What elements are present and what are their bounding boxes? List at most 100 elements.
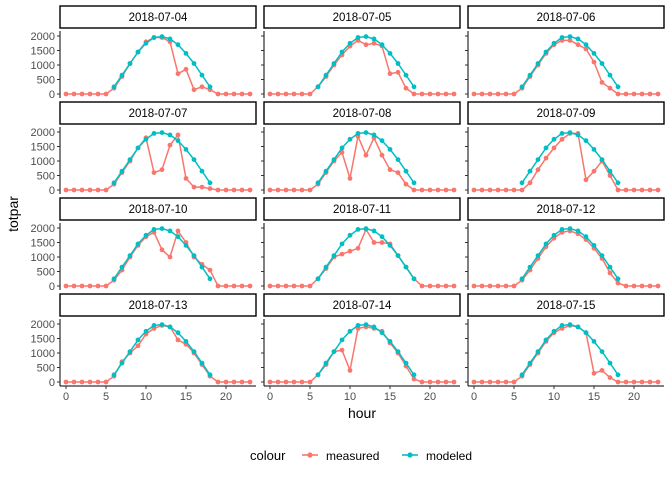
data-point-modeled: [527, 360, 533, 366]
data-point-measured: [631, 91, 637, 97]
y-tick-label: 500: [37, 75, 55, 87]
data-point-measured: [487, 283, 493, 289]
data-point-modeled: [191, 349, 197, 354]
data-point-modeled: [175, 330, 181, 336]
data-point-measured: [347, 248, 353, 254]
data-point-measured: [419, 91, 425, 97]
y-tick-label: 500: [37, 267, 55, 279]
data-point-modeled: [111, 180, 117, 186]
data-point-measured: [267, 187, 273, 193]
series-line-measured: [66, 324, 250, 383]
data-point-modeled: [567, 34, 573, 39]
data-point-measured: [479, 379, 485, 385]
facet-strip-label: 2018-07-08: [333, 108, 392, 120]
x-tick-label: 5: [511, 391, 517, 403]
data-point-measured: [199, 184, 205, 190]
series-line-modeled: [521, 131, 619, 184]
facet-strip: [263, 5, 461, 29]
data-point-modeled: [607, 168, 613, 174]
data-point-measured: [63, 187, 69, 193]
data-point-measured: [615, 91, 621, 97]
data-point-modeled: [535, 157, 541, 163]
data-point-modeled: [111, 372, 117, 378]
data-point-measured: [87, 187, 93, 193]
facet-strip-label: 2018-07-12: [537, 204, 596, 216]
data-point-measured: [451, 91, 457, 97]
data-point-modeled: [135, 337, 141, 343]
facet-strip-label: 2018-07-06: [537, 12, 596, 24]
data-point-measured: [639, 187, 645, 193]
x-tick-label: 10: [548, 391, 560, 403]
data-point-measured: [95, 187, 101, 193]
data-point-measured: [215, 379, 221, 385]
data-point-modeled: [323, 264, 329, 270]
series-line-measured: [66, 230, 250, 287]
data-point-modeled: [599, 253, 605, 258]
data-point-measured: [135, 343, 141, 349]
data-point-measured: [503, 91, 509, 97]
data-point-modeled: [583, 138, 589, 144]
data-point-modeled: [411, 276, 417, 282]
data-point-modeled: [199, 264, 205, 270]
data-point-measured: [267, 91, 273, 97]
data-point-modeled: [519, 180, 525, 186]
data-point-measured: [583, 177, 589, 183]
data-point-measured: [231, 379, 237, 385]
data-point-measured: [291, 91, 297, 97]
data-point-modeled: [543, 241, 549, 247]
series-line-modeled: [113, 131, 211, 184]
series-line-modeled: [521, 35, 619, 88]
series-line-modeled: [113, 35, 211, 88]
data-point-measured: [411, 91, 417, 97]
data-point-measured: [283, 283, 289, 289]
x-tick-label: 10: [344, 391, 356, 403]
data-point-modeled: [167, 132, 173, 138]
facet-panel: 2018-07-08: [261, 101, 461, 194]
data-point-modeled: [143, 328, 149, 334]
x-tick-label: 20: [628, 391, 640, 403]
data-point-modeled: [559, 227, 565, 232]
data-point-measured: [599, 368, 605, 373]
data-point-measured: [299, 283, 305, 289]
data-point-modeled: [559, 131, 565, 136]
data-point-measured: [435, 379, 441, 385]
facet-strip-label: 2018-07-13: [129, 300, 188, 312]
facet-strip: [467, 5, 665, 29]
data-point-modeled: [371, 324, 377, 330]
data-point-modeled: [591, 147, 597, 152]
data-point-measured: [223, 91, 229, 97]
data-point-measured: [231, 283, 237, 289]
data-point-measured: [419, 187, 425, 193]
data-point-modeled: [183, 147, 189, 152]
data-point-modeled: [591, 243, 597, 248]
y-tick-label: 1500: [31, 238, 55, 250]
data-point-modeled: [567, 130, 573, 136]
facet-strip-label: 2018-07-10: [129, 204, 188, 216]
data-point-modeled: [355, 35, 361, 40]
data-point-modeled: [395, 157, 401, 163]
data-point-modeled: [331, 349, 337, 354]
facet-strip: [59, 101, 257, 125]
data-point-modeled: [127, 157, 133, 163]
facet-strip-label: 2018-07-05: [333, 12, 392, 24]
data-point-modeled: [207, 276, 213, 282]
data-point-modeled: [331, 61, 337, 66]
x-tick-label: 15: [180, 391, 192, 403]
data-point-measured: [503, 187, 509, 193]
data-point-measured: [79, 187, 85, 193]
data-point-measured: [647, 379, 653, 385]
data-point-measured: [299, 187, 305, 193]
data-point-modeled: [379, 330, 385, 336]
data-point-modeled: [519, 276, 525, 282]
data-point-modeled: [411, 180, 417, 186]
x-tick-label: 15: [588, 391, 600, 403]
data-point-measured: [207, 267, 213, 273]
data-point-measured: [623, 91, 629, 97]
facet-strip-label: 2018-07-11: [333, 204, 391, 216]
data-point-measured: [451, 187, 457, 193]
x-tick-label: 20: [220, 391, 232, 403]
data-point-measured: [339, 149, 345, 155]
y-axis-title: totpar: [5, 196, 21, 232]
data-point-measured: [191, 184, 197, 190]
data-point-modeled: [527, 264, 533, 270]
